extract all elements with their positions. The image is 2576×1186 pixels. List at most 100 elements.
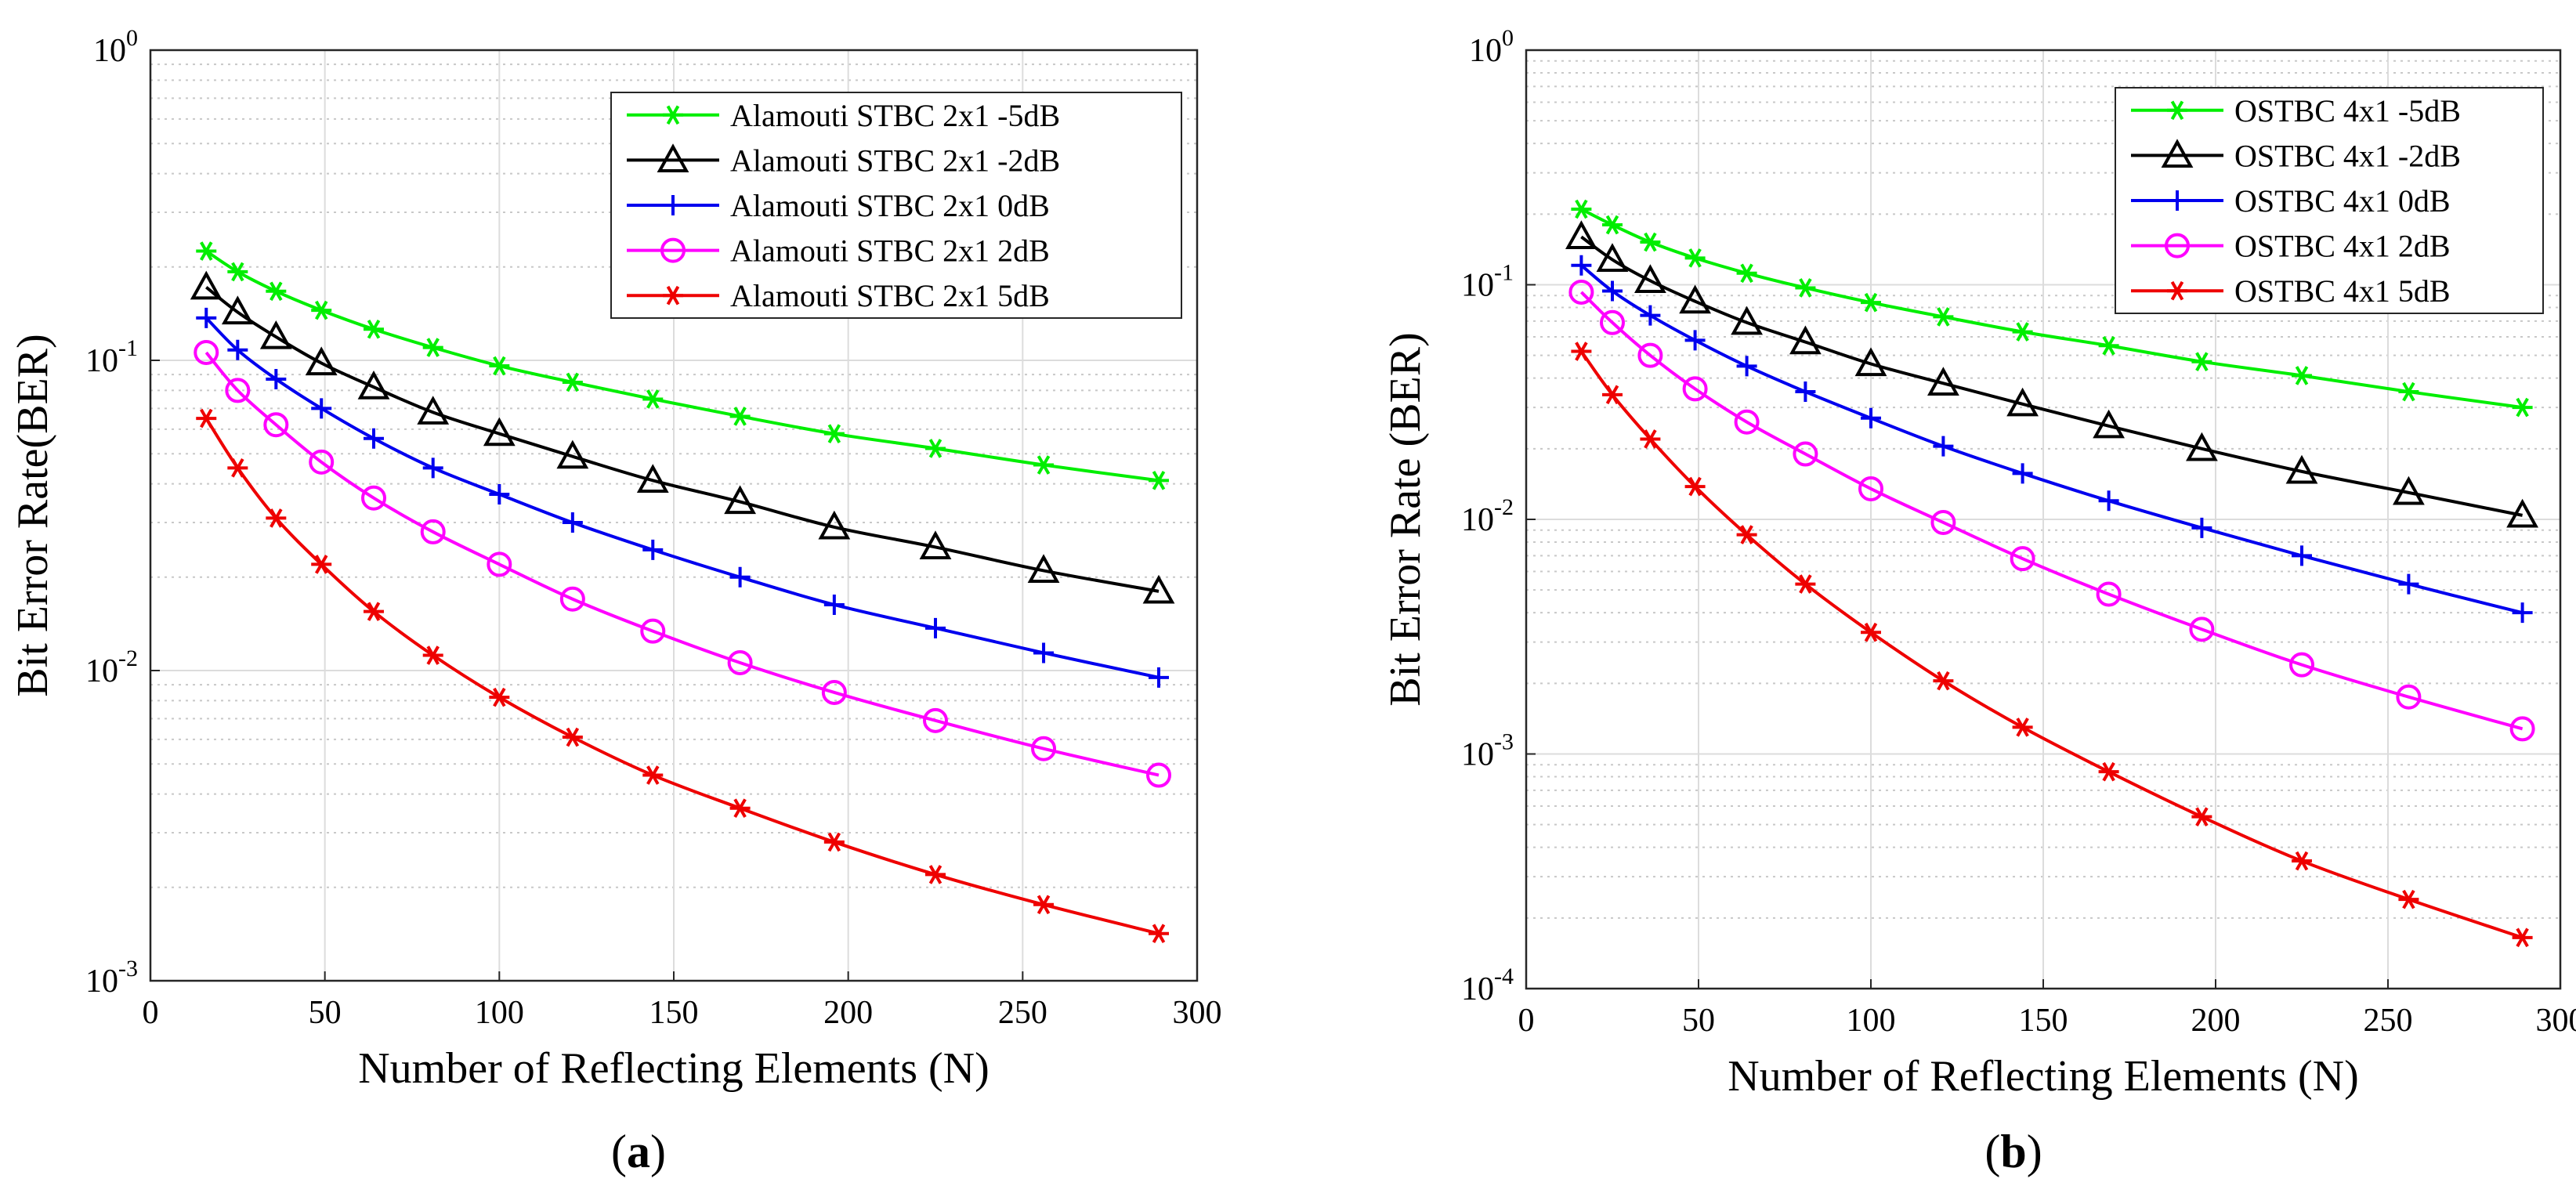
data-point bbox=[1600, 309, 1625, 335]
data-point bbox=[1795, 381, 1816, 403]
data-point bbox=[2396, 684, 2422, 710]
data-point bbox=[1933, 436, 1954, 457]
data-point bbox=[2289, 652, 2314, 678]
data-point bbox=[1679, 284, 1711, 314]
data-point bbox=[1682, 376, 1708, 402]
series-line bbox=[1579, 350, 2524, 939]
data-point bbox=[2292, 545, 2312, 566]
data-point bbox=[640, 618, 666, 644]
data-point bbox=[1927, 367, 1959, 396]
data-point bbox=[1033, 455, 1055, 475]
data-point bbox=[562, 512, 583, 533]
y-tick-label: 10-4 bbox=[1461, 964, 1514, 1007]
x-tick-label: 150 bbox=[2019, 1003, 2068, 1039]
data-point bbox=[1731, 306, 1763, 335]
data-point bbox=[1031, 736, 1057, 761]
data-point bbox=[2506, 498, 2538, 528]
legend-label: Alamouti STBC 2x1 0dB bbox=[730, 188, 1050, 223]
data-point bbox=[1861, 622, 1881, 642]
data-point bbox=[422, 645, 443, 665]
panel-caption-letter: b bbox=[2000, 1126, 2026, 1177]
y-tick-exponent: 0 bbox=[1502, 25, 1514, 51]
data-point bbox=[823, 594, 845, 615]
legend-marker bbox=[2167, 100, 2187, 121]
data-point bbox=[1640, 232, 1661, 252]
legend-entry: OSTBC 4x1 2dB bbox=[2131, 229, 2451, 264]
data-point bbox=[2398, 889, 2419, 909]
series-line bbox=[1580, 264, 2524, 615]
data-point bbox=[2006, 387, 2039, 417]
legend-entry: Alamouti STBC 2x1 2dB bbox=[627, 233, 1050, 269]
data-point bbox=[1637, 342, 1663, 368]
data-point bbox=[1736, 356, 1757, 377]
legend-marker bbox=[660, 237, 686, 263]
legend-entry: Alamouti STBC 2x1 -5dB bbox=[627, 98, 1060, 133]
data-point bbox=[1789, 325, 1822, 355]
data-point bbox=[724, 485, 757, 515]
series-0 bbox=[196, 241, 1170, 490]
data-point bbox=[2189, 617, 2215, 642]
legend-entry: OSTBC 4x1 5dB bbox=[2131, 273, 2451, 309]
data-point bbox=[1793, 441, 1818, 467]
series-1 bbox=[1565, 220, 2538, 528]
x-axis-label: Number of Reflecting Elements (N) bbox=[1728, 1052, 2359, 1101]
legend-label: OSTBC 4x1 5dB bbox=[2234, 273, 2451, 309]
data-point bbox=[2010, 546, 2035, 572]
data-point bbox=[2398, 573, 2419, 595]
legend-marker bbox=[2161, 139, 2194, 168]
data-point bbox=[422, 457, 443, 479]
y-tick-label: 100 bbox=[93, 25, 138, 69]
y-tick-label: 10-2 bbox=[85, 645, 138, 689]
data-point bbox=[2093, 409, 2125, 439]
panel-caption: (b) bbox=[1984, 1126, 2042, 1177]
data-point bbox=[1146, 762, 1172, 788]
panel-caption-letter: a bbox=[627, 1126, 650, 1177]
data-point bbox=[196, 307, 217, 328]
data-point bbox=[1736, 263, 1757, 284]
data-point bbox=[2012, 463, 2033, 484]
data-point bbox=[1640, 305, 1661, 326]
chart-panel-a: 0 50 100 150 200 250 30010-310-210-1100Number … bbox=[9, 25, 1222, 1177]
x-tick-label: 250 bbox=[2364, 1003, 2413, 1039]
x-tick-label: 300 bbox=[1173, 995, 1222, 1031]
y-tick-base: 10 bbox=[85, 653, 118, 689]
data-point bbox=[1861, 407, 1881, 428]
legend-marker bbox=[663, 285, 683, 306]
data-point bbox=[823, 832, 845, 852]
data-point bbox=[227, 339, 248, 360]
x-tick-label: 250 bbox=[998, 995, 1047, 1031]
data-point bbox=[1933, 671, 1954, 691]
legend: OSTBC 4x1 -5dB OSTBC 4x1 -2dB OSTBC 4x1 0d… bbox=[2115, 87, 2544, 314]
series-line bbox=[204, 316, 1160, 679]
data-point bbox=[2292, 366, 2312, 385]
x-tick-label: 100 bbox=[475, 995, 524, 1031]
legend-marker bbox=[2165, 233, 2190, 259]
data-point bbox=[1861, 292, 1881, 313]
y-axis-label: Bit Error Rate (BER) bbox=[1381, 332, 1430, 706]
data-point bbox=[2512, 927, 2533, 948]
y-tick-exponent: -1 bbox=[1494, 260, 1514, 286]
data-point bbox=[729, 407, 751, 426]
data-point bbox=[1596, 243, 1629, 272]
data-point bbox=[1571, 199, 1592, 219]
y-tick-exponent: -1 bbox=[118, 335, 138, 361]
data-point bbox=[642, 389, 664, 409]
data-point bbox=[2512, 397, 2533, 418]
data-point bbox=[361, 485, 387, 511]
y-tick-label: 10-3 bbox=[85, 956, 138, 1000]
legend-label: OSTBC 4x1 -2dB bbox=[2234, 138, 2461, 173]
data-point bbox=[1027, 554, 1060, 584]
chart-panel-b: 05010015020025030010-410-310-210-1100Num… bbox=[1381, 25, 2576, 1177]
series-4 bbox=[196, 408, 1170, 943]
legend-marker bbox=[663, 105, 683, 125]
data-point bbox=[1736, 525, 1757, 544]
data-point bbox=[821, 679, 847, 705]
data-point bbox=[925, 617, 946, 638]
series-3 bbox=[1568, 279, 2535, 742]
data-point bbox=[556, 439, 589, 469]
y-tick-exponent: 0 bbox=[126, 25, 138, 51]
data-point bbox=[196, 241, 217, 261]
series-4 bbox=[1571, 342, 2533, 948]
legend-label: OSTBC 4x1 -5dB bbox=[2234, 93, 2461, 128]
y-tick-label: 10-1 bbox=[85, 335, 138, 379]
